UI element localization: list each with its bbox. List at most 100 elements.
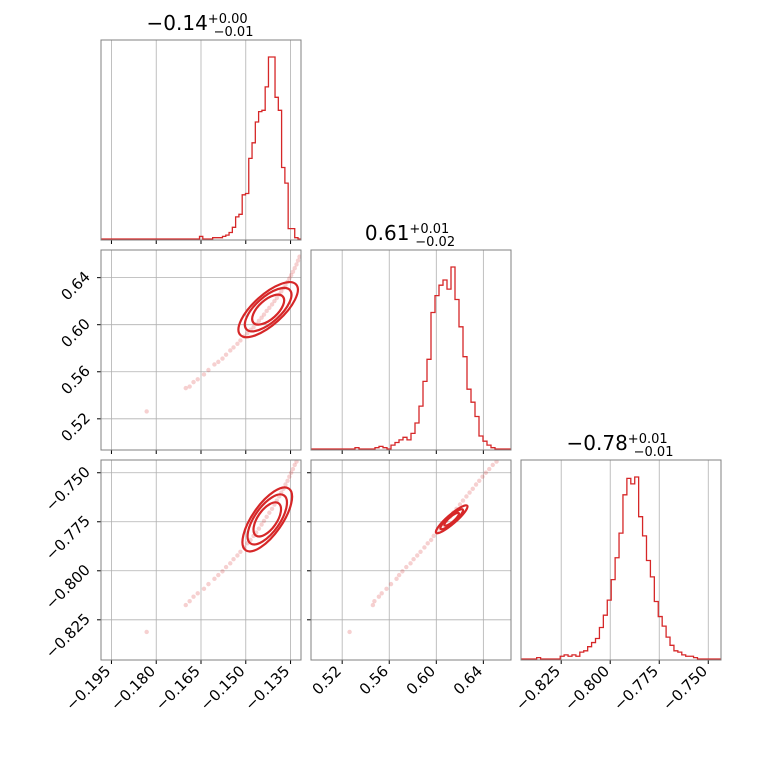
contour-line <box>439 508 465 531</box>
scatter-point <box>279 289 284 294</box>
contour-line <box>251 293 286 326</box>
panel-frame <box>100 459 302 661</box>
scatter-point <box>216 359 221 365</box>
scatter-point <box>292 462 297 468</box>
scatter-point <box>347 629 352 635</box>
title-p1-sub: −0.02 <box>415 235 455 250</box>
title-p2-sub: −0.01 <box>634 445 674 460</box>
histogram-layer <box>101 56 301 240</box>
title-p1: 0.61+0.01 −0.02 <box>365 221 455 250</box>
scatter-point <box>376 594 382 599</box>
scatter-point <box>428 537 434 543</box>
x-tick-label: −0.775 <box>610 662 662 714</box>
scatter-point <box>418 549 423 554</box>
scatter-point <box>187 384 192 389</box>
scatter-point <box>294 262 299 267</box>
y-tick-label: 0.52 <box>57 409 93 445</box>
histogram-layer <box>521 476 721 660</box>
scatter-point <box>256 526 262 531</box>
scatter-point <box>408 561 413 566</box>
scatter-point <box>396 572 402 578</box>
scatter-point <box>195 377 200 382</box>
panel-frame <box>310 459 512 661</box>
scatter-point <box>201 372 207 377</box>
scatter-point <box>425 541 430 546</box>
scatter-point <box>235 553 240 558</box>
scatter-point <box>212 362 217 367</box>
title-p1-main: 0.61 <box>365 221 410 245</box>
contour-line <box>237 281 299 339</box>
scatter-point <box>297 454 301 458</box>
scatter-point <box>477 478 482 483</box>
scatter-point <box>431 533 436 539</box>
scatter-point <box>191 379 196 385</box>
scatter-point <box>261 518 267 524</box>
scatter-point <box>264 308 269 314</box>
scatter-point <box>290 269 296 274</box>
scatter-point <box>216 572 221 578</box>
scatter-point <box>238 549 243 554</box>
scatter-point <box>274 295 280 301</box>
title-p2-sup: +0.01 <box>628 432 668 447</box>
title-p0-main: −0.14 <box>147 11 208 35</box>
contour-line <box>246 493 289 546</box>
scatter-point <box>231 345 236 350</box>
x-tick-label: −0.165 <box>152 662 204 714</box>
scatter-point <box>370 602 376 608</box>
scatter-point <box>283 482 288 487</box>
title-p0-sub: −0.01 <box>214 25 254 40</box>
y-tick-label: 0.60 <box>57 315 93 351</box>
scatter-point <box>422 545 427 550</box>
scatter-point <box>187 598 192 604</box>
scatter-point <box>269 302 275 307</box>
scatter-point <box>467 490 472 495</box>
scatter-point <box>460 498 466 503</box>
scatter-point <box>231 557 236 562</box>
x-tick-label: 0.52 <box>309 662 345 698</box>
scatter-point <box>297 254 301 259</box>
scatter-layer <box>144 454 301 635</box>
scatter-point <box>411 557 416 562</box>
scatter-point <box>245 331 250 336</box>
scatter-point <box>394 576 399 582</box>
y-tick-label: −0.825 <box>42 610 94 662</box>
scatter-point <box>372 598 377 604</box>
y-tick-label: −0.800 <box>42 561 94 613</box>
scatter-point <box>384 586 389 592</box>
scatter-point <box>388 581 394 587</box>
scatter-point <box>404 564 409 570</box>
panel-histogram-2: −0.825−0.800−0.775−0.750 <box>512 459 722 714</box>
scatter-point <box>191 594 196 599</box>
scatter-point <box>259 522 264 527</box>
scatter-point <box>494 460 499 464</box>
scatter-point <box>480 474 485 479</box>
panel-histogram-0 <box>100 39 302 244</box>
x-tick-label: 0.56 <box>356 662 392 698</box>
histogram-step <box>311 266 511 450</box>
scatter-point <box>267 305 272 310</box>
contour-line <box>241 486 294 553</box>
scatter-layer <box>144 254 301 414</box>
scatter-point <box>267 510 272 515</box>
scatter-point <box>261 312 267 317</box>
y-tick-label: −0.775 <box>42 512 94 564</box>
panel-scatter-3: 0.52 0.56 0.60 0.64 <box>57 249 302 454</box>
panel-scatter-5: 0.52 0.56 0.60 0.64 <box>307 459 512 698</box>
scatter-point <box>259 315 264 320</box>
x-tick-label: −0.750 <box>659 662 711 714</box>
x-tick-label: 0.60 <box>403 662 439 698</box>
scatter-point <box>470 486 475 492</box>
scatter-point <box>292 266 297 271</box>
panel-scatter-4: −0.195−0.180−0.165−0.150−0.135 −0.825−0.8… <box>42 454 302 714</box>
scatter-point <box>144 629 149 635</box>
scatter-point <box>290 466 296 472</box>
scatter-point <box>473 482 479 487</box>
scatter-point <box>228 561 233 566</box>
x-tick-label: −0.825 <box>512 662 564 714</box>
scatter-point <box>228 348 233 353</box>
title-p0-sup: +0.00 <box>208 12 248 27</box>
scatter-point <box>379 591 384 596</box>
contour-line <box>252 501 283 538</box>
y-tick-label: 0.56 <box>57 362 93 398</box>
title-p2: −0.78+0.01 −0.01 <box>567 431 674 460</box>
